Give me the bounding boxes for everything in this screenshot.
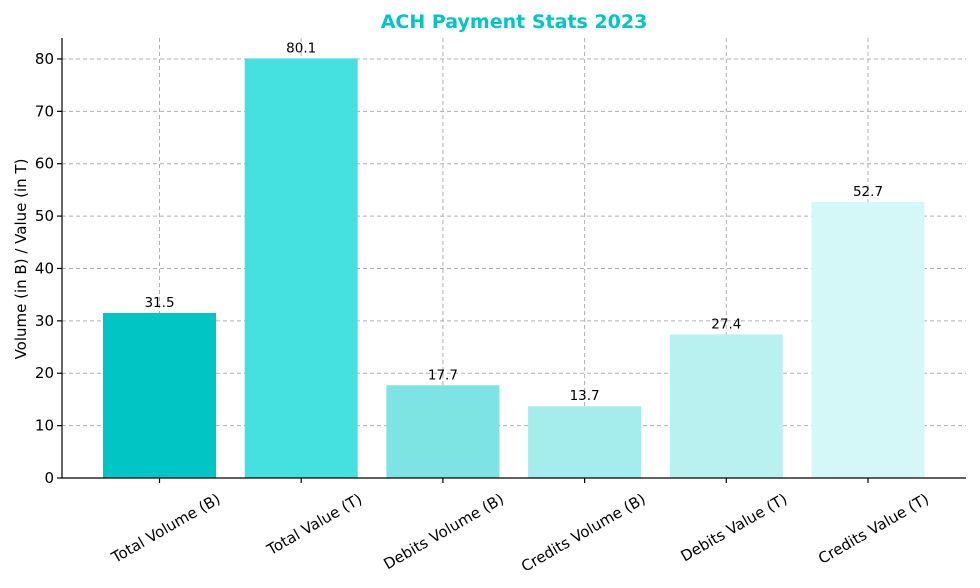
y-tick-labels: 0 10 20 30 40 50 60 70 80 (35, 50, 54, 487)
y-tick-label: 10 (35, 417, 54, 435)
x-tick-label: Debits Value (T) (678, 490, 791, 565)
bar (669, 334, 783, 478)
x-tick-label: Credits Volume (B) (518, 490, 648, 576)
x-tick-label: Total Volume (B) (108, 490, 224, 567)
axes (57, 38, 966, 483)
bar (244, 58, 358, 479)
y-tick-label: 50 (35, 207, 54, 225)
chart-title: ACH Payment Stats 2023 (381, 11, 648, 33)
y-tick-label: 60 (35, 155, 54, 173)
x-tick-label: Total Value (T) (263, 490, 365, 559)
data-label: 27.4 (711, 316, 741, 332)
y-axis-label: Volume (in B) / Value (in T) (12, 159, 30, 360)
bars (103, 58, 925, 479)
data-label: 31.5 (144, 295, 174, 311)
bar (386, 385, 500, 478)
y-tick-label: 0 (44, 469, 54, 487)
y-tick-label: 20 (35, 364, 54, 382)
y-tick-label: 30 (35, 312, 54, 330)
x-tick-labels: Total Volume (B) Total Value (T) Debits Vo… (108, 490, 932, 576)
bar (811, 201, 925, 478)
data-label: 13.7 (570, 388, 600, 404)
y-tick-label: 40 (35, 259, 54, 277)
x-tick-label: Credits Value (T) (815, 490, 932, 568)
bar (103, 313, 216, 478)
data-labels: 31.5 80.1 17.7 13.7 27.4 52.7 (144, 40, 883, 404)
data-label: 52.7 (853, 184, 883, 200)
y-tick-label: 70 (35, 102, 54, 120)
x-tick-label: Debits Volume (B) (381, 490, 507, 573)
data-label: 17.7 (428, 367, 458, 383)
data-label: 80.1 (286, 40, 316, 56)
y-tick-label: 80 (35, 50, 54, 68)
bar (528, 406, 642, 478)
